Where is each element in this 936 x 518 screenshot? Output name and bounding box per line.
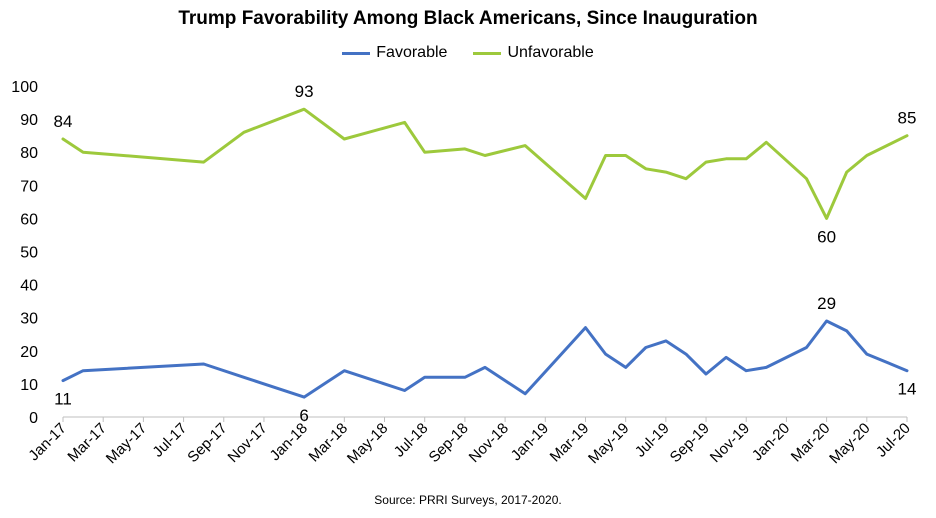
legend-swatch-unfavorable <box>473 51 502 55</box>
x-tick-label: Nov-17 <box>225 420 271 466</box>
y-tick-label: 40 <box>20 278 38 295</box>
data-label-favorable: 14 <box>898 380 917 399</box>
chart-legend: Favorable Unfavorable <box>0 44 936 62</box>
data-label-unfavorable: 84 <box>54 112 73 131</box>
x-tick-label: Mar-20 <box>788 420 834 466</box>
y-tick-label: 60 <box>20 211 38 228</box>
legend-item-favorable: Favorable <box>342 44 447 62</box>
x-tick-label: May-19 <box>585 420 632 467</box>
x-tick-label: Jan-20 <box>749 420 793 464</box>
y-tick-label: 10 <box>20 377 38 394</box>
chart-title: Trump Favorability Among Black Americans… <box>178 8 758 29</box>
x-tick-label: Nov-19 <box>707 420 753 466</box>
legend-item-unfavorable: Unfavorable <box>473 44 594 62</box>
x-tick-label: Sep-17 <box>184 420 230 466</box>
y-tick-label: 50 <box>20 245 38 262</box>
data-label-favorable: 29 <box>817 294 836 313</box>
y-tick-label: 30 <box>20 311 38 328</box>
x-tick-label: Mar-18 <box>306 420 352 466</box>
legend-label-favorable: Favorable <box>376 44 448 61</box>
series-line-unfavorable <box>61 107 909 220</box>
x-tick-label: Nov-18 <box>466 420 512 466</box>
y-tick-label: 20 <box>20 344 38 361</box>
data-label-favorable: 11 <box>54 390 72 409</box>
data-label-unfavorable: 60 <box>817 227 836 246</box>
legend-label-unfavorable: Unfavorable <box>507 44 594 61</box>
x-tick-label: Sep-19 <box>667 420 713 466</box>
data-label-unfavorable: 85 <box>898 109 917 128</box>
x-tick-label: Jan-18 <box>267 420 311 464</box>
x-tick-label: May-18 <box>344 420 391 467</box>
y-tick-label: 70 <box>20 178 38 195</box>
y-tick-label: 80 <box>20 145 38 162</box>
source-note: Source: PRRI Surveys, 2017-2020. <box>374 493 562 507</box>
series-line-favorable <box>61 319 909 399</box>
x-tick-label: Jan-19 <box>508 420 552 464</box>
x-tick-label: Sep-18 <box>426 420 472 466</box>
y-tick-label: 90 <box>20 112 38 129</box>
x-tick-label: Mar-19 <box>547 420 593 466</box>
x-tick-label: May-17 <box>103 420 150 467</box>
y-tick-label: 0 <box>29 410 38 427</box>
x-tick-label: Mar-17 <box>64 420 110 466</box>
x-tick-label: May-20 <box>826 420 873 467</box>
y-tick-label: 100 <box>11 79 38 96</box>
x-tick-label: Jul-20 <box>873 420 914 461</box>
data-label-unfavorable: 93 <box>295 82 314 101</box>
legend-swatch-favorable <box>342 51 371 55</box>
data-label-favorable: 6 <box>299 406 308 425</box>
